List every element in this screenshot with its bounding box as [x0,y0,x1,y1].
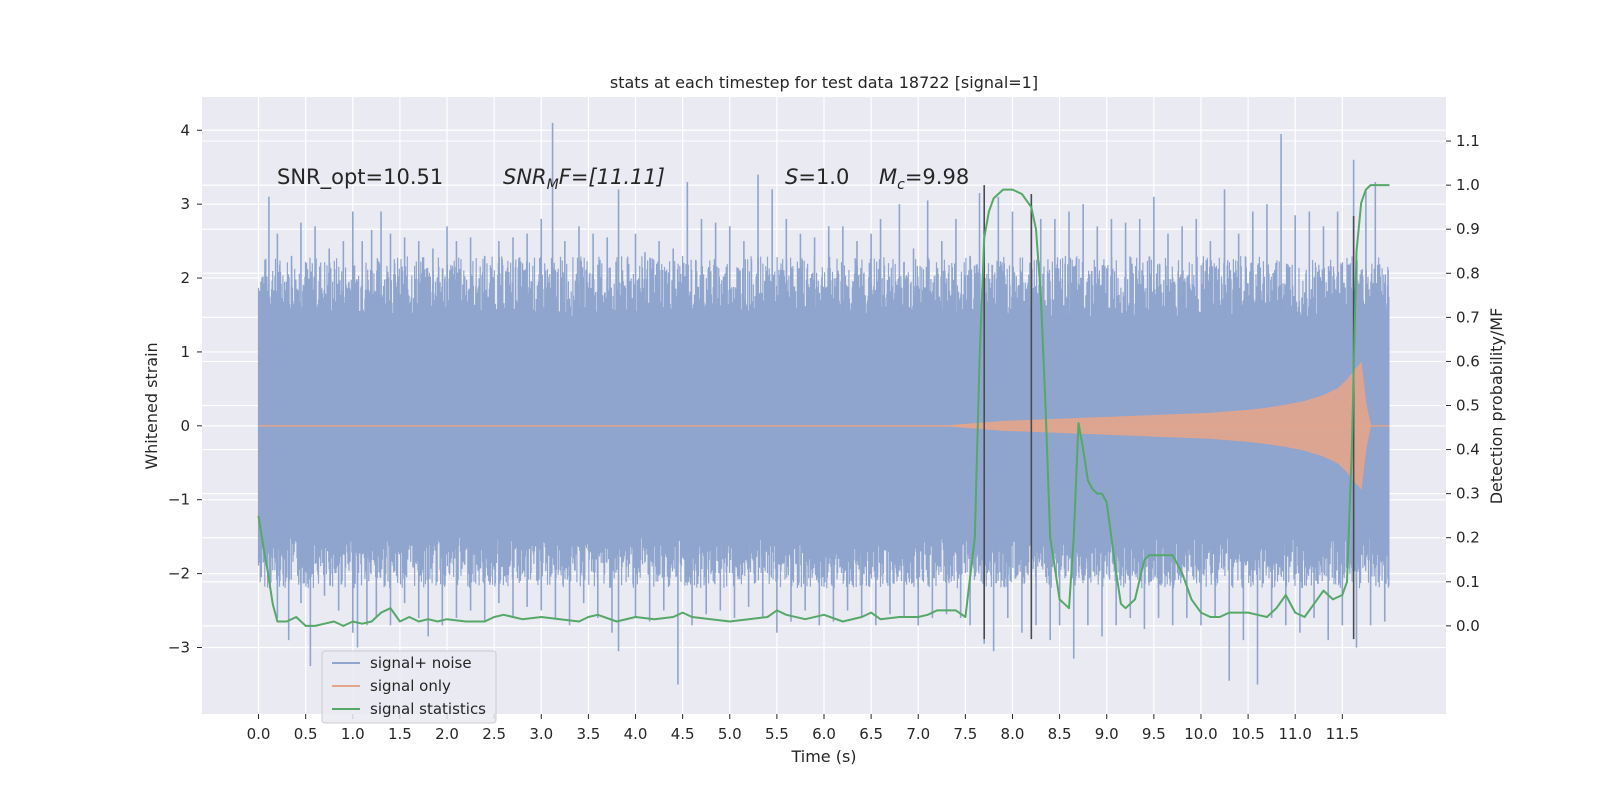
x-tick-label: 4.5 [671,725,695,743]
y-left-tick-label: 2 [180,269,190,287]
y-right-tick-label: 1.1 [1456,132,1480,150]
y-left-tick-label: 0 [180,417,190,435]
y-left-tick-label: 4 [180,121,190,139]
x-tick-label: 6.5 [859,725,883,743]
y-right-tick-label: 0.3 [1456,485,1480,503]
y-right-tick-label: 0.8 [1456,264,1480,282]
chart-title: stats at each timestep for test data 187… [610,73,1038,92]
y-left-tick-label: −3 [168,638,190,656]
y-left-axis-ticks: −3 −2 −1 0 1 2 3 4 [168,121,202,656]
statistics-series [257,184,1390,627]
annotation-s: S=1.0 [785,165,849,189]
y-left-tick-label: 3 [180,195,190,213]
y-right-tick-label: 0.2 [1456,529,1480,547]
statistics-line [257,184,1390,627]
x-axis-label: Time (s) [790,747,856,766]
x-tick-label: 8.5 [1048,725,1072,743]
y-right-tick-label: 1.0 [1456,176,1480,194]
x-tick-label: 5.0 [718,725,742,743]
legend: signal+ noise signal only signal statist… [321,650,497,724]
x-tick-label: 9.5 [1142,725,1166,743]
legend-label-signal: signal only [370,677,451,695]
x-tick-label: 11.0 [1279,725,1312,743]
x-axis-ticks: 0.0 0.5 1.0 1.5 2.0 2.5 3.0 3.5 4.0 4.5 5.0 5.5 6.0 6… [247,714,1359,743]
y-right-axis-label: Detection probability/MF [1487,308,1506,505]
x-tick-label: 5.5 [765,725,789,743]
annotation-snr-opt: SNR_opt=10.51 [277,165,443,190]
x-tick-label: 0.0 [247,725,271,743]
legend-label-noise: signal+ noise [370,654,472,672]
annotation-s-label: S [785,165,798,189]
annotation-s-value: =1.0 [798,165,849,189]
x-tick-label: 4.0 [624,725,648,743]
x-tick-label: 1.0 [341,725,365,743]
y-right-tick-label: 0.1 [1456,573,1480,591]
y-right-tick-label: 0.6 [1456,352,1480,370]
signal-series [258,362,1390,490]
x-tick-label: 11.5 [1326,725,1359,743]
x-tick-label: 2.5 [482,725,506,743]
y-right-tick-label: 0.0 [1456,617,1480,635]
legend-label-statistics: signal statistics [370,700,486,718]
x-tick-label: 9.0 [1095,725,1119,743]
x-tick-label: 3.5 [576,725,600,743]
x-tick-label: 7.5 [953,725,977,743]
annotation-mc: Mc=9.98 [879,165,969,193]
y-left-axis-label: Whitened strain [142,342,161,469]
x-tick-label: 0.5 [294,725,318,743]
annotation-mc-value: =9.98 [905,165,969,189]
x-tick-label: 10.0 [1184,725,1217,743]
annotation-mc-sub: c [897,177,905,193]
x-tick-label: 2.0 [435,725,459,743]
y-right-tick-label: 0.4 [1456,441,1480,459]
annotation-snr-mf-sub: M [547,177,559,193]
y-right-tick-label: 0.9 [1456,220,1480,238]
x-tick-label: 10.5 [1231,725,1264,743]
annotation-snr-mf-rest: F=[11.11] [559,165,665,189]
y-right-tick-label: 0.5 [1456,397,1480,415]
x-tick-label: 6.0 [812,725,836,743]
x-tick-label: 3.0 [529,725,553,743]
x-tick-label: 1.5 [388,725,412,743]
annotation-snr-mf-label: SNR [503,165,547,189]
x-tick-label: 8.0 [1001,725,1025,743]
y-left-tick-label: 1 [180,343,190,361]
y-right-tick-label: 0.7 [1456,308,1480,326]
y-left-tick-label: −1 [168,491,190,509]
annotation-snr-mf: SNRMF=[11.11] [503,165,665,193]
annotation-mc-label: M [879,165,897,189]
legend-box [321,650,497,724]
signal-envelope [946,362,1390,490]
x-tick-label: 7.0 [906,725,930,743]
y-left-tick-label: −2 [168,565,190,583]
y-right-axis-ticks: 0.0 0.1 0.2 0.3 0.4 0.5 0.6 0.7 0.8 0.9 1.0 1.1 [1446,132,1480,635]
